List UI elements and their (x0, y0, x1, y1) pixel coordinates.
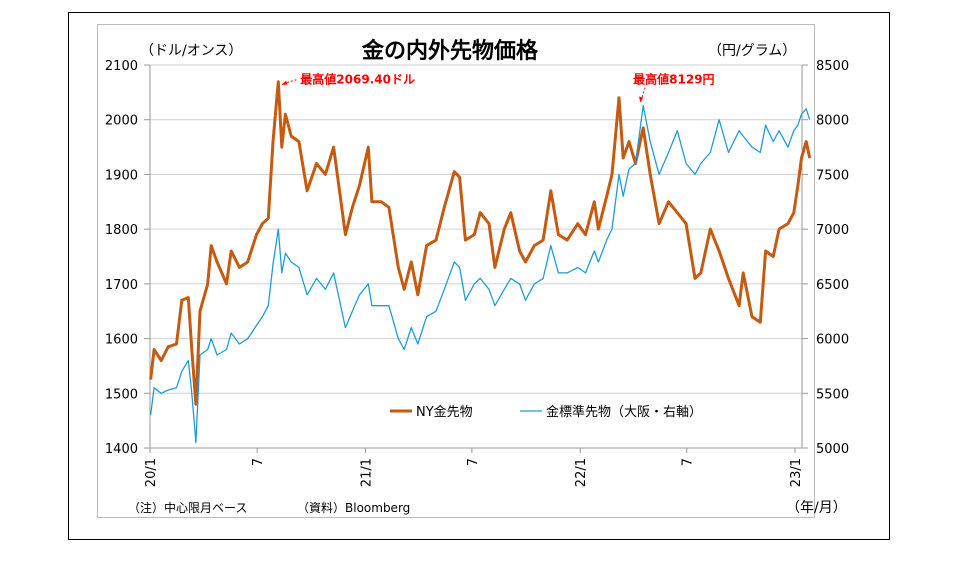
series-line-1 (149, 80, 812, 406)
right-tick-label: 5000 (816, 442, 849, 457)
right-tick-label: 8000 (816, 114, 849, 129)
legend-label: 金標準先物（大阪・右軸） (546, 404, 702, 420)
x-tick-label: 22/1 (574, 458, 589, 487)
annotation-label: 最高値8129円 (633, 72, 714, 87)
source-text: （資料）Bloomberg (297, 501, 411, 515)
left-tick-label: 1700 (105, 278, 138, 293)
right-tick-label: 7000 (816, 223, 849, 238)
left-tick-label: 1900 (105, 168, 138, 183)
left-tick-label: 1500 (105, 387, 138, 402)
right-tick-label: 5500 (816, 387, 849, 402)
x-tick-label: 21/1 (359, 458, 374, 487)
series-line-2 (149, 104, 811, 444)
right-tick-label: 6000 (816, 333, 849, 348)
x-tick-label: 7 (251, 458, 266, 466)
right-axis-unit: （円/グラム） (708, 43, 797, 59)
right-tick-label: 8500 (816, 59, 849, 74)
annotation-label: 最高値2069.40ドル (300, 72, 415, 87)
note-text: （注）中心限月ベース (128, 501, 248, 515)
x-tick-label: 7 (466, 458, 481, 466)
left-tick-label: 1400 (105, 442, 138, 457)
left-tick-label: 1600 (105, 333, 138, 348)
chart-title: 金の内外先物価格 (362, 39, 539, 64)
right-tick-label: 7500 (816, 168, 849, 183)
x-axis-unit: （年/月） (786, 500, 847, 516)
left-tick-label: 2000 (105, 114, 138, 129)
annotation-arrowhead (639, 96, 644, 103)
outer-frame-top (68, 12, 890, 13)
x-tick-label: 20/1 (144, 458, 159, 487)
outer-frame (68, 12, 890, 540)
chart-area (97, 24, 815, 518)
right-tick-label: 6500 (816, 278, 849, 293)
x-tick-label: 23/1 (789, 458, 804, 487)
left-tick-label: 1800 (105, 223, 138, 238)
left-tick-label: 2100 (105, 59, 138, 74)
x-tick-label: 7 (681, 458, 696, 466)
annotation-arrowhead (281, 80, 288, 85)
legend-label: NY金先物 (416, 404, 473, 420)
left-axis-unit: （ドル/オンス） (140, 43, 243, 59)
